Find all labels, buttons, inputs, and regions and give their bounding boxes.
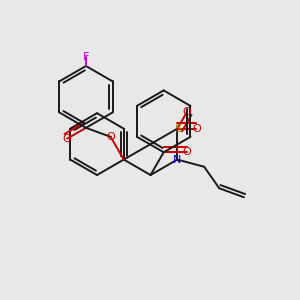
Text: O: O xyxy=(182,147,191,157)
Text: O: O xyxy=(63,134,72,144)
Text: O: O xyxy=(192,124,201,134)
Text: O: O xyxy=(106,132,115,142)
Text: F: F xyxy=(83,52,89,61)
Text: N: N xyxy=(173,154,182,165)
Text: S: S xyxy=(174,124,181,134)
Text: O: O xyxy=(182,107,191,117)
